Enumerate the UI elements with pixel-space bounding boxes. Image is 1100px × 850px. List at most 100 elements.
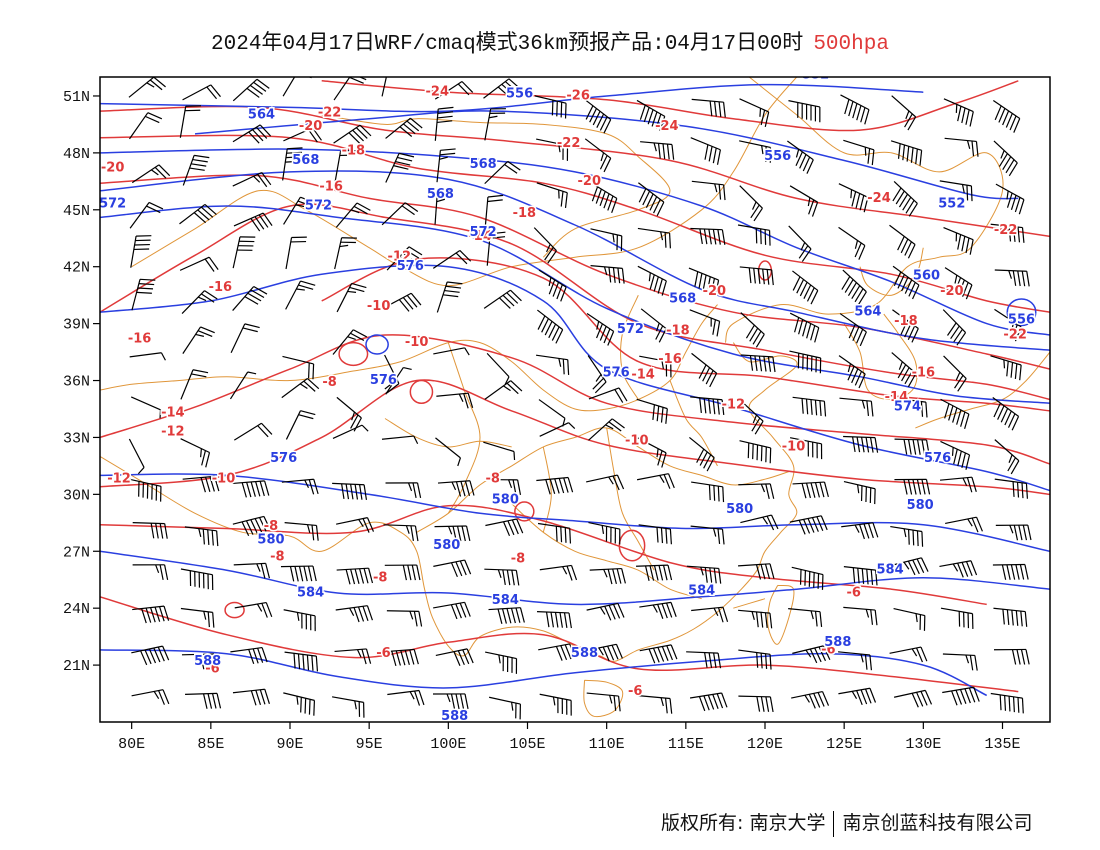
- wind-barb: [636, 99, 666, 132]
- wind-barb: [538, 269, 567, 302]
- wind-barb: [586, 313, 615, 346]
- wind-barb: [889, 646, 928, 663]
- wind-barb: [838, 687, 877, 706]
- temperature-label: -12: [388, 250, 412, 265]
- wind-barb: [179, 256, 219, 272]
- wind-barb: [894, 397, 928, 418]
- wind-barb: [184, 526, 219, 547]
- wind-barb: [179, 203, 217, 225]
- geopotential-contour: [100, 170, 1050, 351]
- lat-tick-label: 21N: [63, 658, 90, 675]
- temperature-label: -6: [821, 642, 835, 657]
- lon-tick-label: 90E: [276, 736, 303, 753]
- wind-barb: [283, 196, 315, 225]
- wind-barb: [639, 644, 678, 664]
- wind-barb: [232, 124, 272, 144]
- wind-barb: [336, 517, 375, 533]
- wind-barb: [434, 525, 471, 542]
- wind-barbs: [128, 77, 1032, 720]
- wind-barb: [890, 525, 924, 547]
- wind-barb: [536, 182, 568, 208]
- lat-tick-label: 30N: [63, 487, 90, 504]
- wind-barb: [789, 312, 820, 343]
- wind-barb: [838, 651, 873, 671]
- wind-barb: [181, 290, 218, 314]
- wind-barb: [539, 422, 576, 437]
- wind-barb: [537, 522, 572, 544]
- wind-barb: [738, 609, 773, 629]
- temperature-label: -20: [940, 284, 964, 299]
- geopotential-label: 584: [688, 584, 715, 599]
- lat-tick-label: 45N: [63, 203, 90, 220]
- wind-barb: [485, 518, 524, 537]
- wind-barb: [335, 605, 373, 623]
- wind-barb: [336, 282, 367, 313]
- temperature-contour: [321, 80, 1019, 132]
- wind-barb: [584, 643, 623, 662]
- temperature-label: -18: [342, 143, 366, 158]
- wind-barb: [636, 473, 675, 489]
- wind-barb: [433, 693, 469, 710]
- geopotential-label: 556: [1008, 312, 1035, 327]
- wind-barb: [437, 480, 475, 497]
- wind-barb: [232, 236, 256, 269]
- wind-barb: [944, 137, 979, 157]
- temperature-label: -12: [722, 398, 746, 413]
- boundary-line: [384, 418, 512, 448]
- wind-barb: [331, 696, 365, 718]
- wind-barb: [280, 565, 317, 582]
- geopotential-contour: [100, 205, 1050, 405]
- wind-barb: [992, 397, 1020, 431]
- lon-tick-label: 105E: [509, 736, 545, 753]
- wind-barb: [435, 437, 462, 467]
- wind-barb: [638, 524, 672, 545]
- temperature-contour: [100, 504, 987, 606]
- wind-barb: [686, 565, 722, 584]
- map-frame: [99, 76, 1051, 723]
- wind-barb: [993, 648, 1030, 665]
- wind-barb: [284, 651, 319, 672]
- wind-barb: [538, 399, 566, 427]
- wind-barb: [589, 567, 626, 585]
- wind-barb: [691, 180, 726, 201]
- geopotential-label: 568: [669, 291, 696, 306]
- wind-barb: [792, 396, 827, 417]
- temperature-label: -12: [107, 472, 131, 487]
- wind-barb: [281, 377, 320, 399]
- wind-barb: [132, 605, 170, 624]
- wind-barb: [335, 202, 371, 228]
- wind-barb: [590, 265, 625, 284]
- temperature-cell: [757, 260, 773, 281]
- wind-barb: [180, 438, 211, 468]
- wind-barb: [789, 185, 819, 217]
- wind-barb: [994, 439, 1020, 475]
- boundary-line: [583, 679, 624, 718]
- wind-barb: [539, 693, 572, 716]
- wind-barb: [381, 77, 387, 97]
- wind-barb: [128, 438, 145, 475]
- wind-barb: [995, 183, 1025, 215]
- wind-barb: [691, 481, 725, 503]
- wind-barb: [691, 352, 718, 388]
- wind-barb: [132, 522, 168, 539]
- wind-barb: [283, 609, 316, 632]
- wind-barb: [336, 396, 362, 432]
- wind-barb: [232, 171, 272, 188]
- wind-barb: [484, 380, 523, 400]
- geopotential-label: 576: [397, 259, 424, 274]
- temperature-cell: [338, 341, 369, 367]
- wind-barb: [586, 474, 625, 491]
- wind-barb: [386, 246, 423, 271]
- wind-barb: [994, 308, 1022, 342]
- geopotential-label: 572: [470, 225, 497, 240]
- copyright-label: 版权所有:: [661, 812, 744, 834]
- temperature-label: -16: [658, 352, 682, 367]
- wind-barb: [285, 410, 316, 440]
- geopotential-label: 588: [194, 654, 221, 669]
- temperature-label: -24: [426, 85, 450, 100]
- temperature-label: -16: [209, 280, 233, 295]
- wind-barb: [485, 651, 518, 674]
- wind-barb: [433, 601, 471, 620]
- geopotential-contours: [100, 83, 1050, 697]
- wind-barb: [639, 355, 672, 378]
